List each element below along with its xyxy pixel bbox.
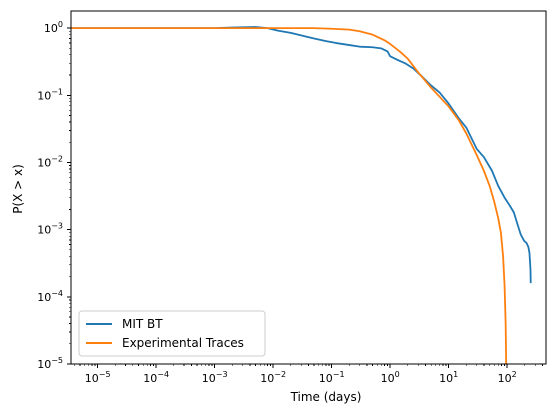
legend-entry-experimental-traces: Experimental Traces xyxy=(86,336,244,350)
y-tick-label: 10−4 xyxy=(37,289,63,304)
legend: MIT BT Experimental Traces xyxy=(78,310,266,357)
x-tick-label: 102 xyxy=(498,370,517,385)
y-tick-label: 10−5 xyxy=(37,356,63,371)
series-line-mit-bt xyxy=(71,26,532,284)
legend-box xyxy=(78,310,266,357)
x-tick-label: 101 xyxy=(439,370,458,385)
x-tick-label: 10−3 xyxy=(202,370,228,385)
x-tick-label: 10−5 xyxy=(85,370,111,385)
labels-layer: Time (days) P(X > x) xyxy=(11,164,361,404)
x-tick-label: 100 xyxy=(381,370,400,385)
x-axis-label: Time (days) xyxy=(290,390,362,404)
series-line-experimental-traces xyxy=(71,27,508,364)
series-group xyxy=(71,26,532,364)
x-tick-label: 10−1 xyxy=(319,370,345,385)
x-tick-label: 10−4 xyxy=(143,370,169,385)
y-tick-label: 10−3 xyxy=(37,222,63,237)
axes-layer: 10−5 10−4 10−3 10−2 10−1 100 101 102 10−5 10−4 10−… xyxy=(37,10,547,385)
legend-label-mit-bt: MIT BT xyxy=(122,317,163,331)
y-tick-label: 100 xyxy=(44,20,63,35)
y-tick-label: 10−2 xyxy=(37,154,63,169)
legend-label-experimental-traces: Experimental Traces xyxy=(122,336,244,350)
y-tick-label: 10−1 xyxy=(37,87,63,102)
y-axis-label: P(X > x) xyxy=(11,164,25,214)
legend-entry-mit-bt: MIT BT xyxy=(86,317,163,331)
x-tick-label: 10−2 xyxy=(260,370,286,385)
plot-layer xyxy=(71,26,532,364)
